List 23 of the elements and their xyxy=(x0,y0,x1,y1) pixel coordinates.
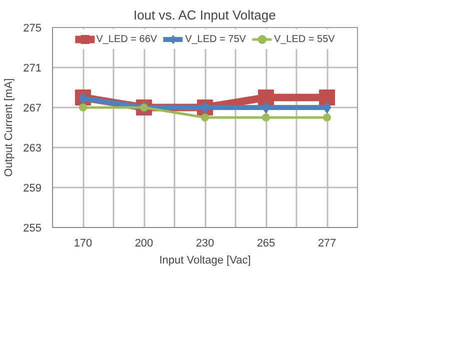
point xyxy=(79,104,87,112)
point xyxy=(319,90,335,106)
chart-title: Iout vs. AC Input Voltage xyxy=(133,8,276,22)
point xyxy=(262,114,270,122)
y-axis-title: Output Current [mA] xyxy=(3,78,16,177)
y-tick-label: 263 xyxy=(23,142,42,154)
legend-label: V_LED = 75V xyxy=(185,34,246,44)
x-tick-label: 265 xyxy=(256,238,276,250)
x-axis-title: Input Voltage [Vac] xyxy=(159,254,251,266)
y-tick-label: 267 xyxy=(23,102,42,114)
x-tick-label: 170 xyxy=(74,238,92,250)
point xyxy=(201,114,209,122)
y-tick-label: 271 xyxy=(23,62,42,74)
legend-label: V_LED = 55V xyxy=(274,34,335,44)
point xyxy=(323,114,331,122)
x-tick-label: 200 xyxy=(134,238,154,250)
y-tick-label: 255 xyxy=(23,222,42,234)
legend-label: V_LED = 66V xyxy=(96,34,158,44)
y-tick-label: 275 xyxy=(23,22,42,34)
y-tick-label: 259 xyxy=(23,182,42,194)
x-tick-label: 277 xyxy=(318,238,336,250)
point xyxy=(258,90,274,106)
x-tick-label: 230 xyxy=(196,238,214,250)
